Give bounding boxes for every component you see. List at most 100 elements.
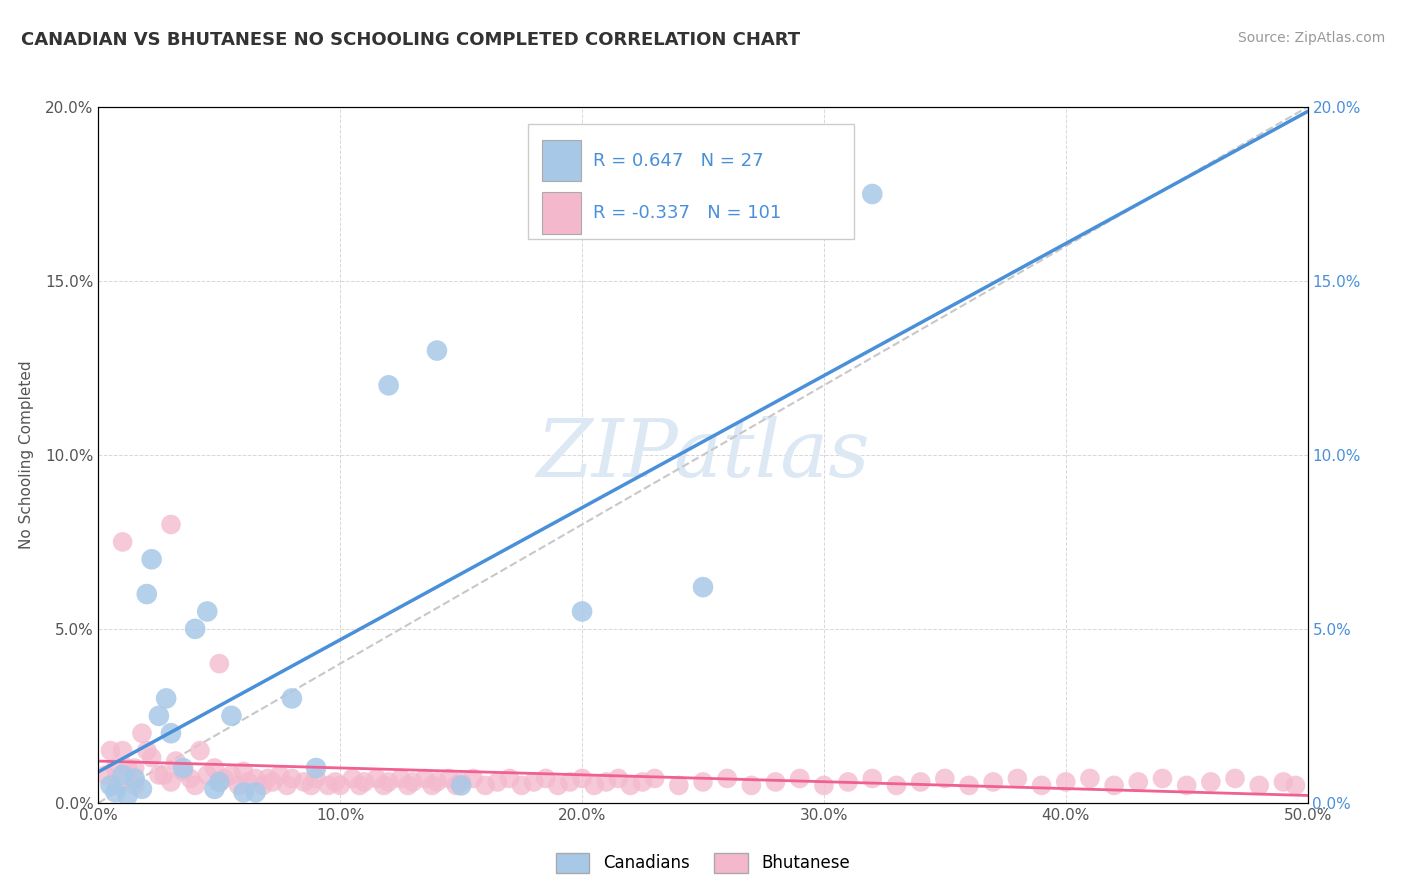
- Point: [1199, 775, 1222, 789]
- Point: [644, 772, 666, 786]
- Point: [165, 754, 187, 768]
- Text: R = -0.337   N = 101: R = -0.337 N = 101: [593, 203, 782, 222]
- Point: [124, 778, 146, 793]
- Point: [305, 761, 328, 775]
- Point: [256, 772, 278, 786]
- Point: [188, 744, 211, 758]
- Point: [212, 772, 235, 786]
- Point: [131, 726, 153, 740]
- Text: Source: ZipAtlas.com: Source: ZipAtlas.com: [1237, 31, 1385, 45]
- Point: [571, 605, 593, 619]
- Point: [1007, 772, 1029, 786]
- Point: [349, 778, 371, 793]
- Point: [160, 517, 183, 532]
- Point: [1175, 778, 1198, 793]
- Point: [111, 534, 134, 549]
- Point: [172, 761, 194, 775]
- Point: [957, 778, 980, 793]
- Point: [221, 708, 243, 723]
- Point: [141, 552, 163, 566]
- Point: [117, 761, 139, 775]
- Text: ZIPatlas: ZIPatlas: [536, 417, 870, 493]
- Point: [1223, 772, 1246, 786]
- Point: [860, 187, 883, 202]
- Point: [547, 778, 569, 793]
- Point: [377, 775, 399, 789]
- Point: [860, 772, 883, 786]
- Point: [152, 768, 174, 782]
- Point: [1272, 775, 1295, 789]
- Point: [111, 744, 134, 758]
- Point: [463, 772, 485, 786]
- Point: [446, 778, 468, 793]
- Point: [765, 775, 787, 789]
- Point: [1031, 778, 1053, 793]
- Point: [232, 785, 254, 799]
- Point: [305, 772, 328, 786]
- Point: [716, 772, 738, 786]
- Legend: Canadians, Bhutanese: Canadians, Bhutanese: [550, 847, 856, 880]
- Point: [402, 775, 425, 789]
- Point: [789, 772, 811, 786]
- Point: [160, 726, 183, 740]
- Point: [316, 778, 339, 793]
- FancyBboxPatch shape: [543, 140, 581, 181]
- Point: [292, 775, 315, 789]
- Point: [1128, 775, 1150, 789]
- Point: [135, 587, 157, 601]
- Point: [179, 772, 201, 786]
- Point: [366, 772, 388, 786]
- Point: [413, 772, 436, 786]
- Point: [886, 778, 908, 793]
- Point: [276, 778, 298, 793]
- Point: [450, 775, 472, 789]
- Point: [184, 778, 207, 793]
- Point: [450, 778, 472, 793]
- Point: [155, 691, 177, 706]
- Point: [396, 778, 419, 793]
- Point: [107, 778, 129, 793]
- Point: [377, 378, 399, 392]
- Point: [104, 761, 127, 775]
- Point: [117, 789, 139, 803]
- Point: [281, 772, 304, 786]
- FancyBboxPatch shape: [543, 192, 581, 234]
- Point: [141, 750, 163, 764]
- Point: [269, 768, 291, 782]
- Point: [692, 775, 714, 789]
- Y-axis label: No Schooling Completed: No Schooling Completed: [20, 360, 34, 549]
- Point: [221, 768, 243, 782]
- Point: [571, 772, 593, 786]
- Point: [208, 775, 231, 789]
- Point: [329, 778, 352, 793]
- Point: [245, 772, 267, 786]
- Point: [184, 622, 207, 636]
- Point: [204, 761, 226, 775]
- Point: [934, 772, 956, 786]
- Point: [619, 778, 641, 793]
- Point: [1054, 775, 1077, 789]
- Point: [583, 778, 606, 793]
- Point: [325, 775, 347, 789]
- Point: [595, 775, 617, 789]
- Point: [252, 778, 274, 793]
- Point: [426, 775, 449, 789]
- Point: [172, 764, 194, 779]
- Point: [474, 778, 496, 793]
- Point: [534, 772, 557, 786]
- Point: [1078, 772, 1101, 786]
- Point: [498, 772, 520, 786]
- Point: [124, 772, 146, 786]
- Point: [1102, 778, 1125, 793]
- Point: [281, 691, 304, 706]
- Point: [208, 657, 231, 671]
- Point: [631, 775, 654, 789]
- Point: [692, 580, 714, 594]
- Point: [124, 761, 146, 775]
- Point: [104, 785, 127, 799]
- Point: [437, 772, 460, 786]
- Point: [1152, 772, 1174, 786]
- Point: [208, 775, 231, 789]
- Point: [299, 778, 322, 793]
- Point: [148, 708, 170, 723]
